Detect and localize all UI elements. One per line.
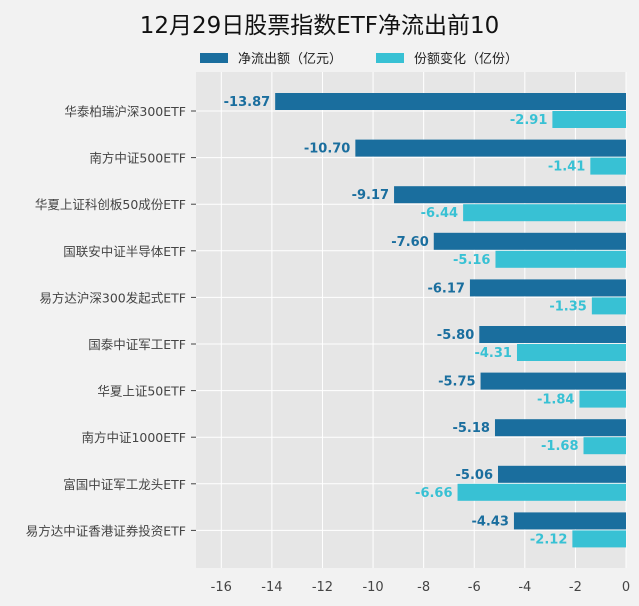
data-label: -5.16 xyxy=(453,253,490,268)
data-label: -13.87 xyxy=(224,95,271,110)
data-label: -1.68 xyxy=(541,439,578,454)
category-label: 国泰中证军工ETF xyxy=(88,337,186,352)
net-outflow-bar xyxy=(494,419,626,437)
x-tick-label: -10 xyxy=(362,580,383,595)
category-label: 易方达沪深300发起式ETF xyxy=(39,290,186,305)
category-label: 华夏上证50ETF xyxy=(97,384,186,399)
data-label: -5.75 xyxy=(438,375,475,390)
net-outflow-bar xyxy=(469,279,626,297)
x-tick-label: -4 xyxy=(518,580,531,595)
share-change-bar xyxy=(552,111,626,128)
data-label: -4.31 xyxy=(474,346,511,361)
x-tick-label: -6 xyxy=(468,580,481,595)
legend-label: 净流出额（亿元） xyxy=(238,52,343,67)
category-label: 华夏上证科创板50成份ETF xyxy=(35,197,186,212)
data-label: -10.70 xyxy=(304,142,351,157)
legend-swatch xyxy=(376,52,405,63)
share-change-bar xyxy=(516,344,626,361)
legend-item-net-outflow: 净流出额（亿元） xyxy=(200,48,342,67)
x-tick-label: -12 xyxy=(312,580,333,595)
category-label: 南方中证1000ETF xyxy=(81,430,186,445)
data-label: -6.17 xyxy=(427,281,464,296)
net-outflow-bar xyxy=(498,465,626,483)
data-label: -5.06 xyxy=(456,468,493,483)
x-tick-label: -8 xyxy=(417,580,430,595)
share-change-bar xyxy=(591,297,626,315)
data-label: -6.44 xyxy=(421,206,458,221)
data-label: -4.43 xyxy=(471,514,508,529)
data-label: -6.66 xyxy=(415,486,452,501)
x-tick-label: 0 xyxy=(622,580,630,595)
category-label: 华泰柏瑞沪深300ETF xyxy=(64,104,186,119)
data-label: -5.18 xyxy=(452,421,489,436)
category-label: 国联安中证半导体ETF xyxy=(63,244,186,259)
share-change-bar xyxy=(583,437,626,455)
share-change-bar xyxy=(579,390,626,408)
category-label: 易方达中证香港证券投资ETF xyxy=(26,523,186,538)
legend-label: 份额变化（亿份） xyxy=(414,52,519,67)
net-outflow-bar xyxy=(355,139,626,157)
legend-swatch xyxy=(200,52,228,63)
share-change-bar xyxy=(572,530,626,548)
data-label: -1.35 xyxy=(549,299,586,314)
data-label: -1.41 xyxy=(548,160,585,175)
legend-item-share-change: 份额变化（亿份） xyxy=(376,48,518,67)
data-label: -2.91 xyxy=(510,113,547,128)
data-label: -1.84 xyxy=(537,393,574,408)
net-outflow-bar xyxy=(479,326,626,343)
share-change-bar xyxy=(495,250,626,268)
net-outflow-bar xyxy=(275,93,626,110)
legend: 净流出额（亿元） 份额变化（亿份） xyxy=(200,48,518,67)
chart-title: 12月29日股票指数ETF净流出前10 xyxy=(139,13,500,39)
net-outflow-bar xyxy=(480,372,626,390)
data-label: -7.60 xyxy=(391,235,428,250)
data-label: -9.17 xyxy=(352,188,389,203)
x-tick-label: -14 xyxy=(261,580,282,595)
share-change-bar xyxy=(463,204,626,222)
x-tick-label: -2 xyxy=(569,580,582,595)
share-change-bar xyxy=(590,157,626,175)
category-label: 南方中证500ETF xyxy=(89,151,186,166)
share-change-bar xyxy=(457,483,626,501)
data-label: -5.80 xyxy=(437,328,474,343)
net-outflow-bar xyxy=(394,186,626,204)
net-outflow-bar xyxy=(513,512,626,530)
category-label: 富国中证军工龙头ETF xyxy=(63,477,186,492)
net-outflow-bar xyxy=(433,232,626,250)
data-label: -2.12 xyxy=(530,532,567,547)
x-tick-label: -16 xyxy=(211,580,232,595)
